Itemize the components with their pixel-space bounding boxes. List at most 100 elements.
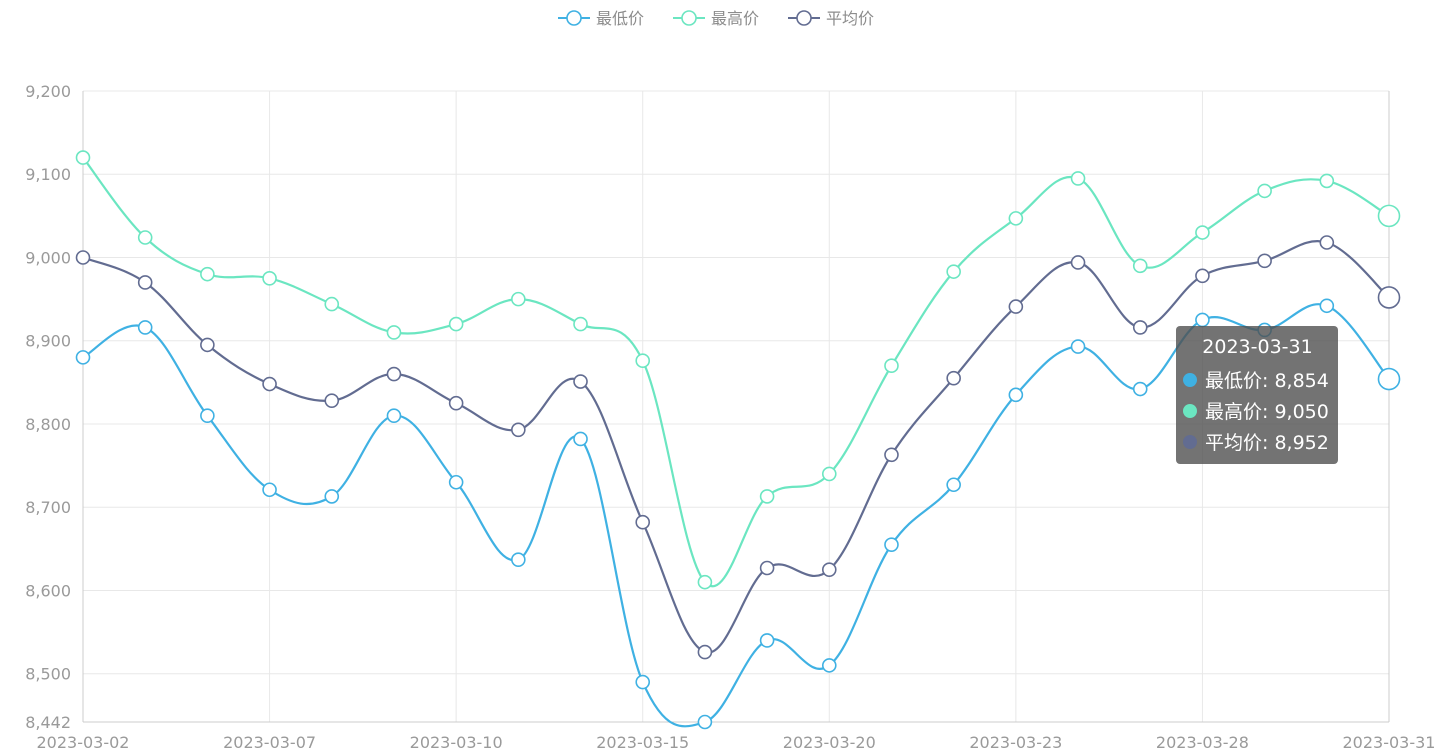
x-tick-label: 2023-03-15 bbox=[596, 733, 689, 752]
data-point[interactable] bbox=[1132, 320, 1148, 335]
data-point[interactable] bbox=[573, 374, 588, 389]
tooltip-value-high: 最高价: 9,050 bbox=[1205, 401, 1329, 423]
data-point[interactable] bbox=[697, 644, 713, 660]
data-point[interactable] bbox=[1008, 387, 1024, 403]
data-point[interactable] bbox=[635, 514, 651, 530]
data-point[interactable] bbox=[200, 408, 215, 423]
data-point[interactable] bbox=[759, 489, 775, 504]
legend-label: 平均价 bbox=[826, 9, 874, 28]
data-point[interactable] bbox=[262, 376, 277, 392]
data-point[interactable] bbox=[386, 325, 402, 340]
data-point[interactable] bbox=[697, 574, 713, 590]
legend[interactable]: 最低价 最高价 平均价 bbox=[558, 9, 874, 28]
data-point[interactable] bbox=[1132, 258, 1148, 274]
data-point[interactable] bbox=[1195, 225, 1210, 240]
data-point[interactable] bbox=[137, 275, 153, 290]
data-point[interactable] bbox=[635, 353, 651, 369]
data-point[interactable] bbox=[1070, 255, 1086, 270]
data-point[interactable] bbox=[324, 296, 340, 312]
data-point[interactable] bbox=[262, 271, 277, 286]
y-tick-label: 9,200 bbox=[25, 82, 71, 101]
y-tick-label: 8,600 bbox=[25, 581, 71, 600]
data-point[interactable] bbox=[697, 714, 713, 730]
data-point[interactable] bbox=[1008, 211, 1024, 226]
data-point[interactable] bbox=[946, 477, 961, 493]
tooltip-row-avg: 平均价: 8,952 bbox=[1183, 426, 1332, 457]
data-point[interactable] bbox=[1319, 173, 1335, 189]
series-line-1 bbox=[82, 156, 1390, 588]
data-point[interactable] bbox=[1319, 235, 1335, 250]
legend-item-0[interactable]: 最低价 bbox=[558, 9, 644, 28]
data-point[interactable] bbox=[1377, 367, 1401, 391]
series-group bbox=[75, 150, 1401, 730]
data-point[interactable] bbox=[821, 658, 837, 673]
tooltip-dot-low bbox=[1183, 372, 1197, 387]
data-point[interactable] bbox=[448, 395, 464, 411]
tooltip-title: 2023-03-31 bbox=[1202, 336, 1313, 358]
data-point[interactable] bbox=[75, 350, 91, 365]
data-point[interactable] bbox=[821, 466, 837, 482]
x-tick-label: 2023-03-23 bbox=[969, 733, 1062, 752]
data-point[interactable] bbox=[1377, 204, 1401, 228]
data-point[interactable] bbox=[1132, 381, 1148, 397]
y-tick-label: 9,100 bbox=[25, 165, 71, 184]
data-point[interactable] bbox=[1377, 286, 1401, 309]
data-point[interactable] bbox=[386, 366, 402, 382]
data-point[interactable] bbox=[448, 316, 464, 332]
tooltip-value-low: 最低价: 8,854 bbox=[1205, 370, 1329, 392]
data-point[interactable] bbox=[137, 320, 153, 335]
tooltip-row-high: 最高价: 9,050 bbox=[1183, 395, 1332, 426]
data-point[interactable] bbox=[511, 291, 526, 307]
data-point[interactable] bbox=[1070, 339, 1086, 354]
x-tick-label: 2023-03-02 bbox=[37, 733, 130, 752]
data-point[interactable] bbox=[884, 358, 899, 374]
data-point[interactable] bbox=[1195, 268, 1210, 284]
axes: 8,442 8,500 8,600 8,700 8,800 8,900 9,000 9,100… bbox=[25, 82, 1435, 752]
data-point[interactable] bbox=[200, 337, 215, 353]
data-point[interactable] bbox=[75, 250, 91, 265]
data-point[interactable] bbox=[821, 562, 837, 577]
y-tick-label: 8,800 bbox=[25, 415, 71, 434]
data-point[interactable] bbox=[1070, 171, 1086, 186]
y-tick-label: 8,442 bbox=[25, 713, 71, 732]
data-point[interactable] bbox=[573, 316, 588, 332]
data-point[interactable] bbox=[200, 266, 215, 282]
x-tick-label: 2023-03-07 bbox=[223, 733, 316, 752]
data-point[interactable] bbox=[635, 674, 651, 690]
legend-item-1[interactable]: 最高价 bbox=[673, 9, 759, 28]
legend-item-2[interactable]: 平均价 bbox=[788, 9, 874, 28]
data-point[interactable] bbox=[1195, 312, 1210, 328]
x-tick-label: 2023-03-31 bbox=[1343, 733, 1436, 752]
data-point[interactable] bbox=[137, 230, 153, 245]
data-point[interactable] bbox=[884, 447, 899, 463]
x-tick-label: 2023-03-28 bbox=[1156, 733, 1249, 752]
data-point[interactable] bbox=[1008, 299, 1024, 314]
tooltip-dot-high bbox=[1183, 403, 1197, 418]
data-point[interactable] bbox=[1257, 253, 1272, 269]
data-point[interactable] bbox=[946, 264, 961, 279]
data-point[interactable] bbox=[511, 422, 526, 438]
legend-label: 最低价 bbox=[596, 9, 644, 28]
data-point[interactable] bbox=[1257, 183, 1272, 199]
data-point[interactable] bbox=[759, 560, 775, 576]
legend-marker bbox=[796, 10, 812, 26]
data-point[interactable] bbox=[324, 393, 340, 408]
x-tick-label: 2023-03-20 bbox=[783, 733, 876, 752]
data-point[interactable] bbox=[946, 370, 961, 386]
data-point[interactable] bbox=[324, 489, 340, 504]
data-point[interactable] bbox=[884, 537, 899, 552]
legend-marker bbox=[566, 10, 582, 26]
data-point[interactable] bbox=[511, 552, 526, 567]
legend-label: 最高价 bbox=[711, 9, 759, 28]
data-point[interactable] bbox=[759, 633, 775, 648]
data-point[interactable] bbox=[1319, 298, 1335, 314]
data-point[interactable] bbox=[75, 150, 91, 165]
data-point[interactable] bbox=[386, 408, 402, 423]
data-point[interactable] bbox=[262, 482, 277, 498]
y-tick-label: 9,000 bbox=[25, 248, 71, 267]
data-point[interactable] bbox=[448, 474, 464, 490]
tooltip-value-avg: 平均价: 8,952 bbox=[1205, 432, 1329, 454]
y-tick-label: 8,700 bbox=[25, 498, 71, 517]
series-line-2 bbox=[82, 240, 1390, 654]
data-point[interactable] bbox=[573, 431, 588, 447]
